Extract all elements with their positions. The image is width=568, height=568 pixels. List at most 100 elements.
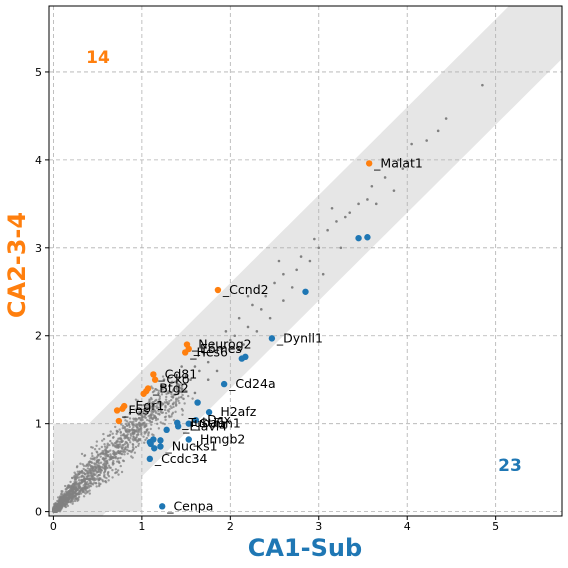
bg-point bbox=[189, 378, 192, 382]
bg-point bbox=[123, 442, 127, 446]
ca2-point bbox=[151, 376, 159, 383]
bg-point bbox=[143, 441, 146, 444]
bg-point bbox=[96, 453, 100, 456]
bg-point bbox=[97, 464, 100, 468]
bg-point bbox=[313, 237, 316, 241]
bg-point bbox=[147, 431, 151, 434]
bg-point bbox=[134, 445, 138, 449]
bg-point bbox=[220, 347, 223, 351]
bg-point bbox=[70, 492, 74, 496]
bg-point bbox=[107, 479, 110, 482]
bg-point bbox=[80, 469, 84, 473]
bg-point bbox=[80, 452, 84, 456]
bg-point bbox=[370, 184, 374, 188]
bg-point bbox=[172, 418, 176, 422]
bg-point bbox=[126, 436, 130, 439]
bg-point bbox=[104, 451, 108, 454]
bg-point bbox=[99, 471, 102, 475]
x-tick-label: 2 bbox=[227, 520, 234, 533]
bg-point bbox=[106, 471, 110, 475]
bg-point bbox=[290, 286, 294, 289]
bg-point bbox=[84, 488, 87, 491]
bg-point bbox=[156, 422, 159, 426]
bg-point bbox=[124, 429, 128, 433]
bg-point bbox=[147, 419, 151, 422]
bg-point bbox=[99, 455, 102, 458]
bg-point bbox=[108, 443, 111, 447]
gene-label: _Btg2 bbox=[152, 381, 189, 396]
gene-label: _Cd24a bbox=[228, 376, 275, 391]
bg-point bbox=[251, 303, 254, 307]
bg-point bbox=[273, 281, 276, 285]
bg-point bbox=[118, 461, 121, 464]
bg-point bbox=[124, 422, 127, 426]
ca1-point bbox=[146, 455, 154, 463]
bg-point bbox=[116, 430, 119, 433]
bg-point bbox=[99, 468, 103, 471]
bg-point bbox=[97, 462, 101, 465]
ca2-point bbox=[113, 407, 121, 414]
bg-point bbox=[77, 492, 81, 496]
bg-point bbox=[117, 473, 120, 476]
bg-point bbox=[76, 476, 79, 480]
bg-point bbox=[83, 454, 86, 458]
bg-point bbox=[150, 423, 153, 426]
bg-point bbox=[65, 496, 68, 500]
bg-point bbox=[177, 391, 180, 395]
bg-point bbox=[444, 117, 448, 120]
bg-point bbox=[89, 484, 93, 488]
bg-point bbox=[183, 388, 187, 392]
bg-point bbox=[165, 401, 168, 404]
bg-point bbox=[93, 477, 96, 480]
x-tick-label: 5 bbox=[492, 520, 499, 533]
ca1-point bbox=[185, 436, 192, 443]
bg-point bbox=[128, 417, 132, 420]
gene-label: _Egr1 bbox=[128, 398, 164, 413]
bg-point bbox=[139, 429, 143, 432]
bg-point bbox=[81, 486, 84, 489]
bg-point bbox=[91, 457, 94, 461]
bg-point bbox=[170, 413, 174, 416]
bg-point bbox=[70, 498, 74, 502]
bg-point bbox=[168, 385, 171, 388]
bg-point bbox=[101, 478, 104, 482]
bg-point bbox=[126, 448, 129, 452]
count-ca2: 14 bbox=[86, 48, 110, 68]
bg-point bbox=[76, 470, 80, 473]
ca1-point bbox=[364, 234, 371, 241]
bg-point bbox=[112, 435, 115, 439]
y-axis-title: CA2-3-4 bbox=[3, 212, 31, 318]
bg-point bbox=[120, 423, 123, 426]
bg-point bbox=[132, 447, 135, 450]
bg-point bbox=[57, 504, 61, 507]
bg-point bbox=[91, 468, 94, 471]
bg-point bbox=[171, 380, 174, 384]
bg-point bbox=[82, 489, 85, 492]
gene-label: _Cko bbox=[159, 372, 189, 387]
bg-point bbox=[69, 501, 72, 504]
bg-point bbox=[120, 440, 123, 443]
bg-point bbox=[102, 432, 105, 436]
bg-point bbox=[103, 442, 106, 446]
bg-point bbox=[79, 482, 83, 485]
bg-point bbox=[348, 211, 352, 214]
bg-point bbox=[95, 471, 99, 474]
bg-point bbox=[151, 408, 154, 412]
bg-point bbox=[142, 404, 145, 407]
bg-point bbox=[147, 434, 150, 437]
x-axis-title: CA1-Sub bbox=[248, 534, 362, 562]
bg-point bbox=[138, 421, 141, 424]
bg-point bbox=[90, 445, 93, 449]
count-ca1: 23 bbox=[498, 456, 522, 476]
bg-point bbox=[180, 387, 183, 390]
gene-label: _Tuba1 bbox=[181, 415, 225, 430]
gene-label: _Nucks1 bbox=[164, 439, 217, 454]
bg-point bbox=[90, 452, 94, 455]
bg-point bbox=[177, 386, 180, 389]
bg-point bbox=[88, 492, 91, 495]
bg-point bbox=[72, 483, 75, 486]
bg-point bbox=[308, 259, 312, 263]
bg-point bbox=[176, 388, 179, 391]
ca1-point bbox=[151, 445, 158, 452]
bg-point bbox=[124, 446, 127, 449]
